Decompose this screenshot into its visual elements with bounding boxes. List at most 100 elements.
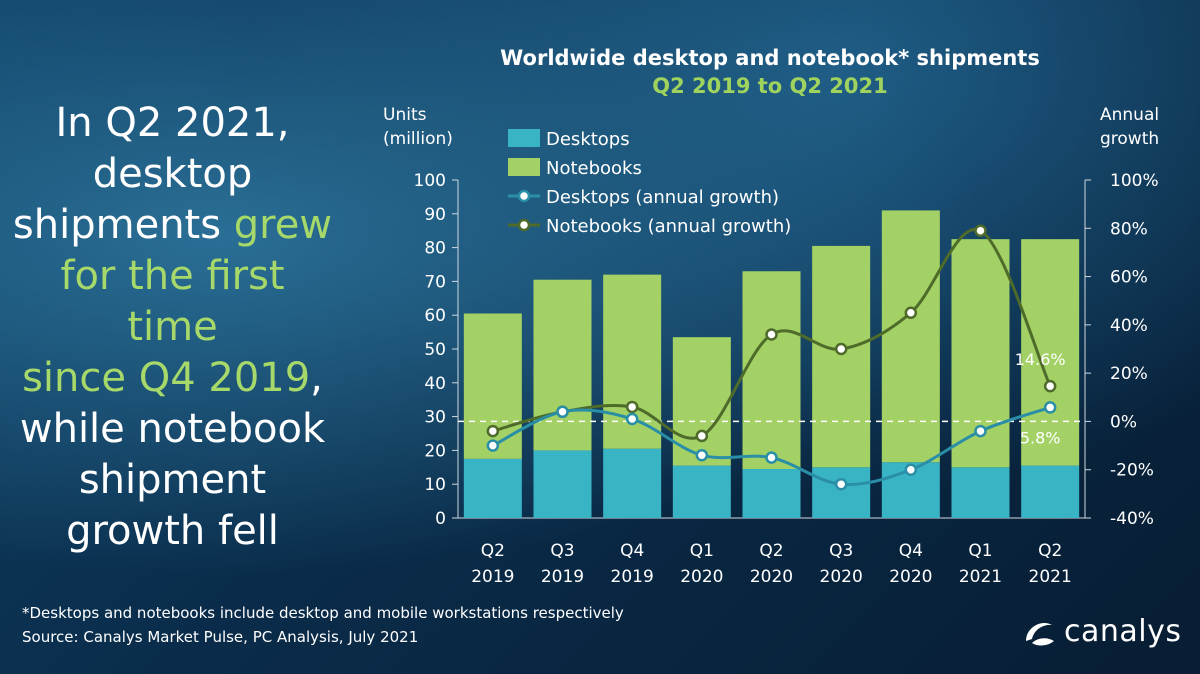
x-tick-label-quarter: Q4	[899, 541, 923, 561]
bar-desktops	[1021, 465, 1080, 518]
x-tick-label-quarter: Q2	[759, 541, 783, 561]
bar-notebooks	[881, 210, 940, 463]
bar-notebooks	[812, 245, 871, 468]
footnote-source: Source: Canalys Market Pulse, PC Analysi…	[22, 628, 419, 646]
y-axis-right-label: Annual	[1100, 105, 1159, 125]
headline-line-1: In Q2 2021,	[55, 100, 290, 146]
bar-desktops	[812, 467, 871, 518]
y-left-tick-label: 100	[414, 171, 446, 191]
y-right-tick-label: 60%	[1110, 268, 1148, 288]
headline: In Q2 2021, desktop shipments grew for t…	[10, 98, 335, 557]
chart-subtitle: Q2 2019 to Q2 2021	[652, 74, 888, 98]
shipments-chart: Units (million) Annual growth 0 10 20 30 40 50 60 7…	[383, 105, 1159, 587]
bar-notebooks	[742, 271, 801, 469]
point-desktops-growth	[486, 439, 500, 452]
bar-notebooks	[672, 337, 731, 466]
x-tick-label-quarter: Q2	[481, 541, 505, 561]
point-notebooks-growth	[904, 306, 918, 320]
headline-highlight: grew	[233, 202, 333, 248]
legend-label-notebooks-growth: Notebooks (annual growth)	[546, 216, 791, 237]
footnote: *Desktops and notebooks include desktop …	[22, 601, 624, 649]
y-right-tick-label: 0%	[1110, 412, 1137, 432]
legend-marker-desktops-growth	[517, 189, 531, 203]
point-desktops-growth	[625, 412, 639, 426]
point-notebooks-growth	[695, 429, 709, 443]
x-tick-label-quarter: Q1	[968, 541, 992, 561]
y-left-tick-label: 80	[424, 239, 446, 259]
headline-line-5: since Q4 2019,	[10, 353, 335, 404]
legend-swatch-desktops	[508, 129, 540, 147]
y-left-tick-label: 10	[424, 475, 446, 495]
x-tick-label-year: 2020	[889, 567, 932, 587]
x-tick-label-year: 2019	[471, 567, 514, 587]
y-left-tick-label: 50	[424, 340, 446, 360]
chart-title-main: Worldwide desktop and notebook* shipment…	[500, 46, 1040, 70]
point-notebooks-growth	[625, 400, 639, 414]
bar-desktops	[742, 468, 801, 518]
x-tick-label-year: 2021	[959, 567, 1002, 587]
x-tick-label-year: 2019	[541, 567, 584, 587]
y-left-tick-label: 60	[424, 306, 446, 326]
y-left-tick-label: 20	[424, 441, 446, 461]
bar-desktops	[951, 467, 1010, 518]
bar-notebooks	[533, 279, 592, 451]
point-desktops-growth	[695, 448, 709, 462]
y-right-tick-label: 100%	[1110, 171, 1159, 191]
point-desktops-growth	[904, 463, 918, 476]
lines-group: 14.6% 5.8%	[458, 224, 1085, 491]
x-tick-label-year: 2020	[680, 567, 723, 587]
bar-desktops	[463, 458, 522, 518]
data-label-annotation: 5.8%	[1020, 428, 1061, 447]
x-tick-label-quarter: Q1	[690, 541, 714, 561]
legend-label-desktops-growth: Desktops (annual growth)	[546, 187, 779, 208]
legend-marker-notebooks-growth	[517, 218, 531, 232]
headline-text: shipments	[12, 202, 234, 248]
legend-label-desktops: Desktops	[546, 129, 630, 150]
bars-group	[463, 210, 1080, 518]
logo-text: canalys	[1064, 614, 1182, 649]
x-tick-label-quarter: Q3	[550, 541, 574, 561]
point-desktops-growth	[974, 424, 987, 438]
x-tick-label-quarter: Q3	[829, 541, 853, 561]
y-axis-right-label: growth	[1100, 129, 1159, 149]
y-left-tick-label: 70	[424, 272, 446, 292]
bar-notebooks	[1021, 239, 1080, 466]
point-desktops-growth	[765, 451, 778, 464]
x-tick-label-year: 2019	[611, 567, 654, 587]
chart-title: Worldwide desktop and notebook* shipment…	[440, 44, 1100, 100]
point-desktops-growth	[834, 477, 848, 491]
x-tick-label-year: 2020	[820, 567, 863, 587]
headline-panel: In Q2 2021, desktop shipments grew for t…	[0, 0, 345, 590]
bar-desktops	[533, 450, 592, 518]
headline-line-3: shipments grew	[10, 200, 335, 251]
y-left-tick-label: 0	[435, 509, 446, 529]
headline-line-2: desktop	[92, 151, 253, 197]
legend-label-notebooks: Notebooks	[546, 158, 642, 179]
headline-highlight: since Q4 2019	[22, 355, 311, 401]
point-notebooks-growth	[974, 224, 987, 237]
canalys-swoosh-icon	[1026, 622, 1054, 645]
footnote-note: *Desktops and notebooks include desktop …	[22, 604, 624, 622]
y-right-tick-label: 20%	[1110, 364, 1148, 384]
point-notebooks-growth	[1043, 379, 1057, 393]
y-right-tick-label: 80%	[1110, 219, 1148, 239]
headline-line-6: while notebook	[19, 406, 326, 452]
y-axis-left-label: (million)	[383, 129, 453, 149]
headline-line-4: for the first time	[60, 253, 285, 350]
point-notebooks-growth	[486, 424, 500, 438]
headline-text: ,	[310, 355, 323, 401]
data-label-annotation: 14.6%	[1015, 350, 1066, 369]
point-desktops-growth	[556, 405, 569, 419]
headline-line-7: shipment	[78, 457, 267, 503]
point-notebooks-growth	[834, 342, 848, 356]
bar-desktops	[603, 448, 662, 518]
y-left-tick-label: 30	[424, 408, 446, 428]
legend-swatch-notebooks	[508, 158, 540, 176]
legend: Desktops Notebooks Desktops (annual growth…	[508, 129, 791, 237]
x-tick-label-year: 2020	[750, 567, 793, 587]
x-tick-label-quarter: Q2	[1038, 541, 1062, 561]
y-left-tick-label: 40	[424, 374, 446, 394]
x-tick-label-quarter: Q4	[620, 541, 644, 561]
y-right-tick-label: -40%	[1110, 509, 1154, 529]
y-right-tick-label: -20%	[1110, 461, 1154, 481]
